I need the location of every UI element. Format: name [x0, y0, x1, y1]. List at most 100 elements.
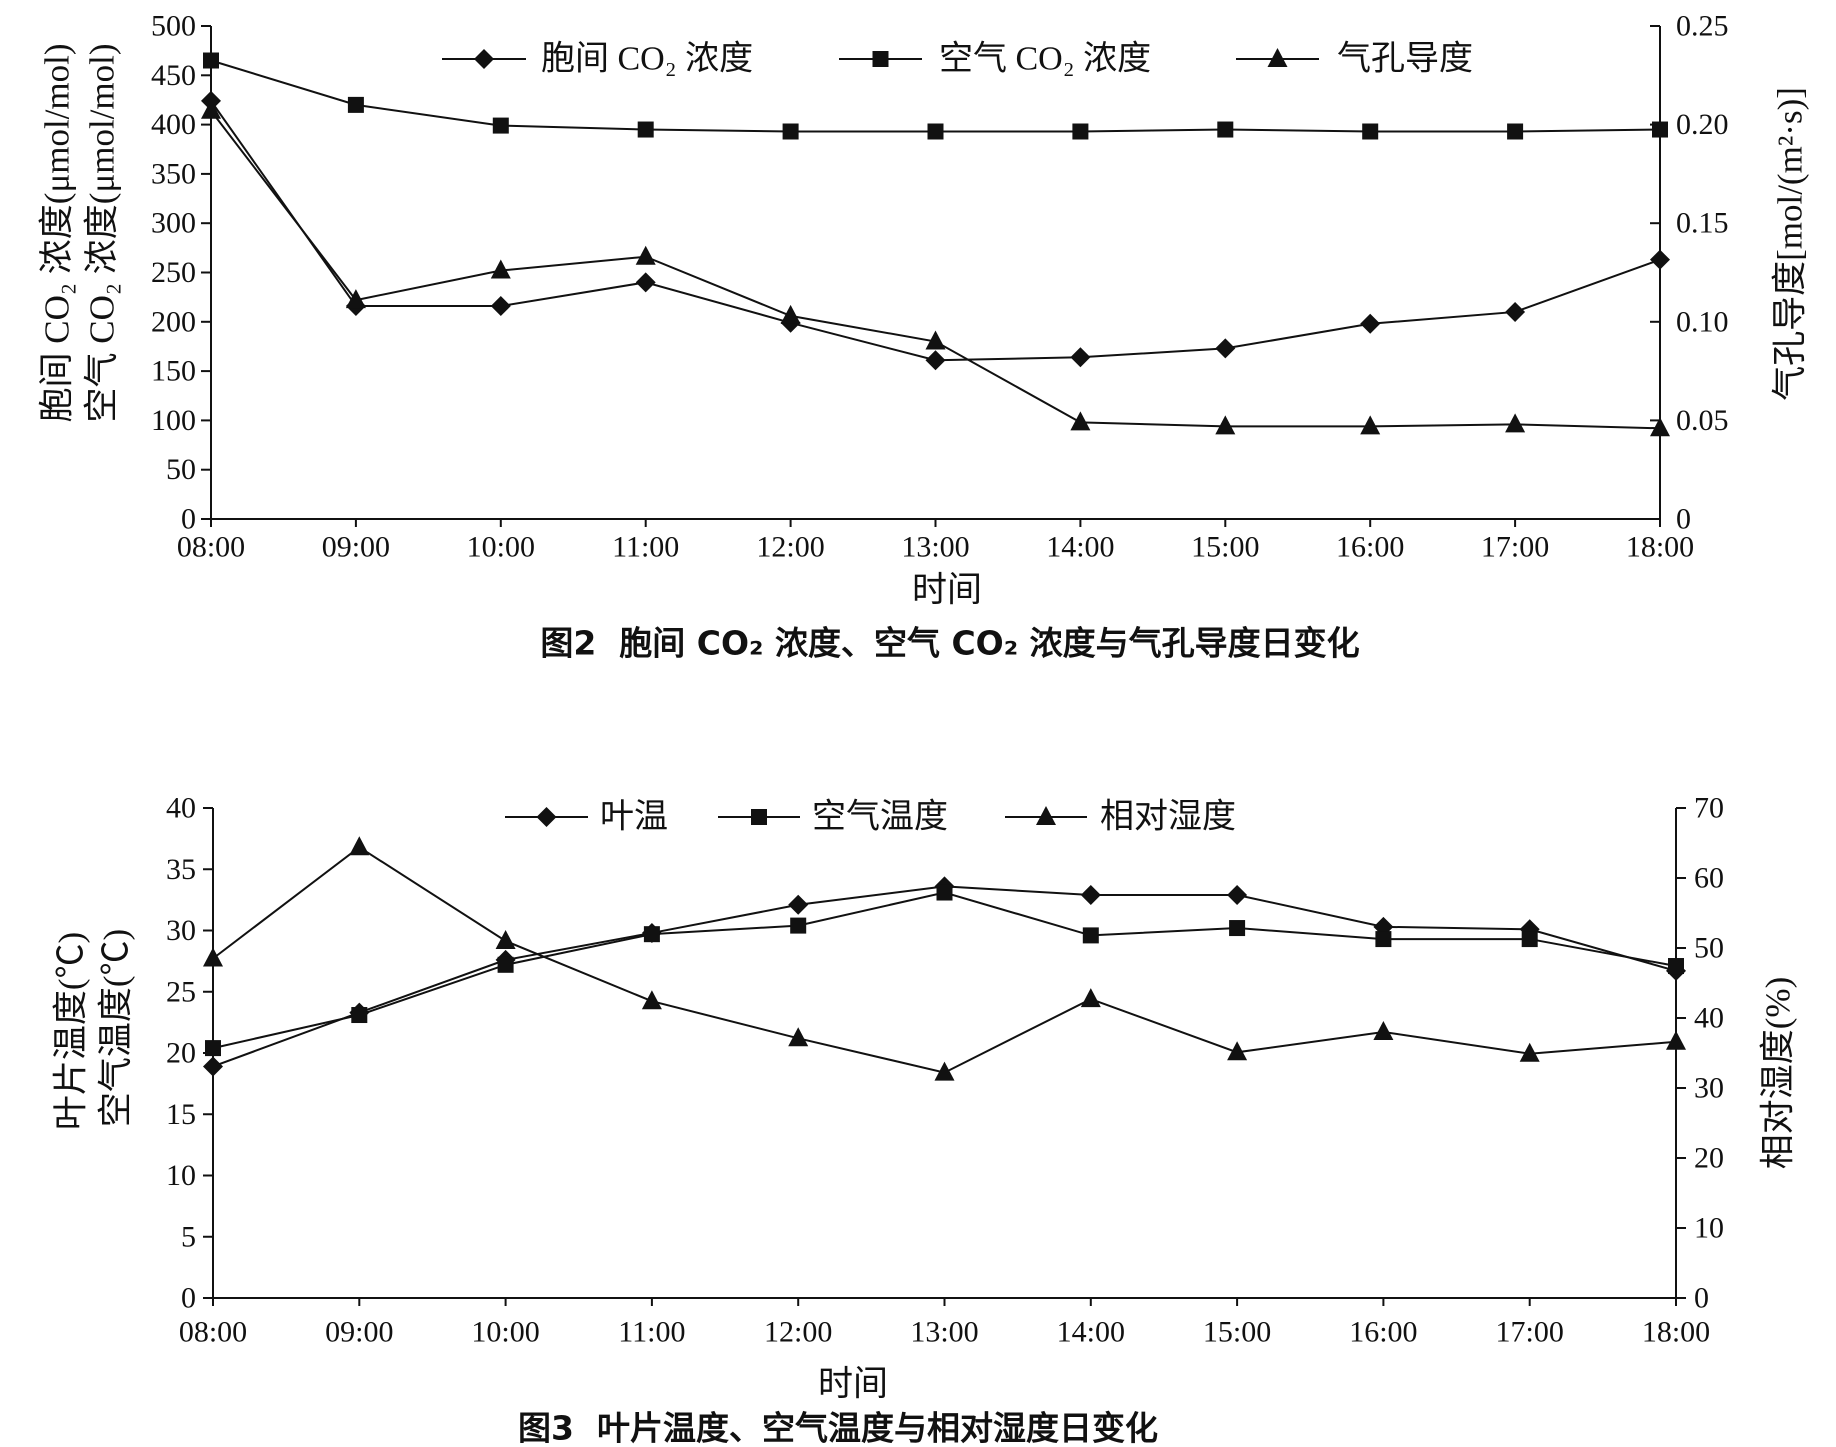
figure-2-right-tick-label: 0 — [1676, 503, 1691, 536]
figure-3-relative-humidity-point-1400 — [1080, 988, 1101, 1008]
figure-2-left-axis-title-intercellular-co2: 胞间 CO₂ 浓度(μmol/mol) — [38, 43, 77, 422]
figure-2-left-tick-label: 0 — [181, 503, 196, 536]
figure-2-intercellular-co2-point-1100 — [635, 272, 656, 293]
figure-3-air-temperature-point-0800 — [205, 1040, 221, 1057]
figure-3-relative-humidity-point-1500 — [1227, 1041, 1248, 1061]
figure-2-left-tick-label: 300 — [151, 207, 196, 240]
figure-2-stomatal-conductance-point-1300 — [925, 330, 946, 350]
figure-3-right-tick-label: 50 — [1694, 932, 1724, 965]
figure-3-x-tick-label: 18:00 — [1642, 1316, 1710, 1349]
figure-2-left-axis-title-air-co2: 空气 CO₂ 浓度(μmol/mol) — [83, 43, 122, 422]
figure-2-legend-air-co2-label: 空气 CO₂ 浓度 — [939, 40, 1151, 78]
figure-2-intercellular-co2-point-1000 — [490, 296, 511, 317]
figure-3-right-tick-label: 40 — [1694, 1002, 1724, 1035]
figure-3-air-temperature-point-0900 — [351, 1007, 368, 1024]
figure-2-left-tick-label: 250 — [151, 256, 196, 289]
figure-3-relative-humidity-point-1800 — [1666, 1030, 1686, 1050]
figure-2-air-co2-point-1600 — [1362, 123, 1379, 140]
figure-2-air-co2-point-1300 — [927, 123, 944, 140]
figure-2-right-tick-label: 0.10 — [1676, 305, 1729, 338]
figure-3-x-tick-label: 16:00 — [1349, 1316, 1417, 1349]
figure-3-legend-relative-humidity-label: 相对湿度 — [1100, 798, 1236, 836]
figure-2-intercellular-co2-point-1700 — [1505, 301, 1526, 322]
figure-2-air-co2-point-0900 — [347, 96, 364, 113]
figure-2-legend-air-co2-marker — [872, 51, 889, 67]
figure-2-intercellular-co2-point-1600 — [1360, 313, 1381, 334]
figure-2-stomatal-conductance-point-1500 — [1215, 415, 1236, 435]
figure-2-x-tick-label: 15:00 — [1191, 531, 1259, 564]
figure-3-air-temperature-point-1000 — [497, 956, 514, 973]
figure-3-air-temperature-point-1100 — [643, 926, 660, 943]
figure-2-stomatal-conductance-line — [210, 110, 1661, 430]
figure-2-legend-stomatal-conductance-marker — [1267, 48, 1288, 67]
figure-2-legend-intercellular-co2-label: 胞间 CO₂ 浓度 — [541, 40, 753, 78]
figure-3-x-tick-label: 13:00 — [910, 1316, 978, 1349]
figure-2-x-tick-label: 10:00 — [467, 531, 535, 564]
figure-2-left-tick-label: 500 — [151, 10, 196, 43]
figure-2-x-tick-label: 18:00 — [1626, 531, 1694, 564]
figure-3-legend-leaf-temperature-label: 叶温 — [600, 799, 668, 836]
figure-3-left-tick-label: 15 — [166, 1098, 196, 1131]
figure-3-left-tick-label: 35 — [166, 853, 196, 886]
figure-3-right-tick-label: 70 — [1694, 792, 1724, 825]
figure-2-air-co2-point-1000 — [492, 117, 509, 134]
figure-2-right-tick-label: 0.25 — [1676, 10, 1729, 43]
figure-2-air-co2-point-1700 — [1507, 123, 1524, 140]
figure-2-plot-area: 0 50 100 150 200 250 300 350 400 450 500 0 0.05 0.10 0… — [151, 10, 1729, 564]
figure-2-air-co2-point-1400 — [1072, 123, 1089, 140]
figure-3-leaf-temperature-point-1500 — [1227, 884, 1248, 905]
figure-3-relative-humidity-point-0800 — [203, 947, 223, 967]
figure-3-relative-humidity-point-1700 — [1519, 1042, 1540, 1062]
figure-2-stomatal-conductance-point-1600 — [1360, 415, 1381, 435]
figure-3-legend-air-temperature-label: 空气温度 — [812, 798, 948, 836]
figure-3-left-tick-label: 20 — [166, 1037, 196, 1070]
figure-3-air-temperature-point-1200 — [790, 917, 807, 934]
figure-3-x-tick-label: 10:00 — [471, 1316, 539, 1349]
figure-2-x-tick-label: 13:00 — [901, 531, 969, 564]
figure-2-left-tick-label: 400 — [151, 108, 196, 141]
figure-2-stomatal-conductance-point-1000 — [490, 259, 511, 279]
figure-2-intercellular-co2-point-1400 — [1070, 347, 1091, 368]
figure-2-stomatal-conductance-point-1700 — [1505, 413, 1526, 433]
figure-3-relative-humidity-point-1000 — [495, 930, 516, 949]
figure-3-x-tick-label: 12:00 — [764, 1316, 832, 1349]
figure-3-air-temperature-point-1600 — [1375, 931, 1392, 948]
figure-3-leaf-temperature-point-1200 — [788, 894, 809, 915]
figure-2-legend-stomatal-conductance-label: 气孔导度 — [1337, 40, 1473, 78]
figure-3-relative-humidity-point-1300 — [934, 1061, 955, 1081]
figure-2-x-tick-label: 17:00 — [1481, 531, 1549, 564]
figure-3-x-tick-label: 17:00 — [1496, 1316, 1564, 1349]
figure-2-left-tick-label: 150 — [151, 355, 196, 388]
figure-2-left-tick-label: 450 — [151, 59, 196, 92]
figure-2-air-co2-point-1100 — [637, 121, 654, 138]
figure-3-chart: 0 5 10 15 20 25 30 35 40 0 10 20 30 40 50 60 70 08:00 09:0… — [52, 792, 1798, 1447]
figure-3-x-tick-label: 14:00 — [1057, 1316, 1125, 1349]
figure-3-air-temperature-point-1300 — [936, 884, 953, 901]
figure-3-left-tick-label: 0 — [181, 1282, 196, 1315]
figure-2-intercellular-co2-point-1800 — [1650, 249, 1670, 270]
figure-2-air-co2-point-1200 — [782, 123, 799, 140]
figure-3-left-tick-label: 5 — [181, 1220, 196, 1253]
figure-3-left-tick-label: 30 — [166, 914, 196, 947]
figure-2-left-tick-label: 350 — [151, 157, 196, 190]
figure-2-legend-intercellular-co2-marker — [474, 49, 494, 69]
figure-2-x-tick-label: 09:00 — [322, 531, 390, 564]
figure-3-right-tick-label: 10 — [1694, 1212, 1724, 1245]
figure-3-leaf-temperature-point-0800 — [203, 1056, 223, 1077]
figure-3-relative-humidity-point-1100 — [641, 990, 662, 1010]
figure-3-right-tick-label: 20 — [1694, 1142, 1724, 1175]
figure-3-plot-area: 0 5 10 15 20 25 30 35 40 0 10 20 30 40 50 60 70 08:00 09:0… — [166, 792, 1724, 1349]
figure-2-intercellular-co2-point-1500 — [1215, 338, 1236, 359]
figure-2-air-co2-point-1500 — [1217, 121, 1234, 138]
figure-2-left-tick-label: 200 — [151, 305, 196, 338]
figure-2-x-tick-label: 16:00 — [1336, 531, 1404, 564]
figure-2-right-tick-label: 0.05 — [1676, 404, 1729, 437]
figure-3-air-temperature-point-1700 — [1521, 931, 1538, 948]
figure-2-x-tick-label: 12:00 — [756, 531, 824, 564]
figure-3-x-tick-label: 15:00 — [1203, 1316, 1271, 1349]
figure-2-stomatal-conductance-point-1800 — [1650, 417, 1670, 437]
figure-2-x-tick-label: 14:00 — [1046, 531, 1114, 564]
figure-2-stomatal-conductance-point-0800 — [201, 99, 221, 119]
figure-2-left-tick-label: 50 — [166, 453, 196, 486]
